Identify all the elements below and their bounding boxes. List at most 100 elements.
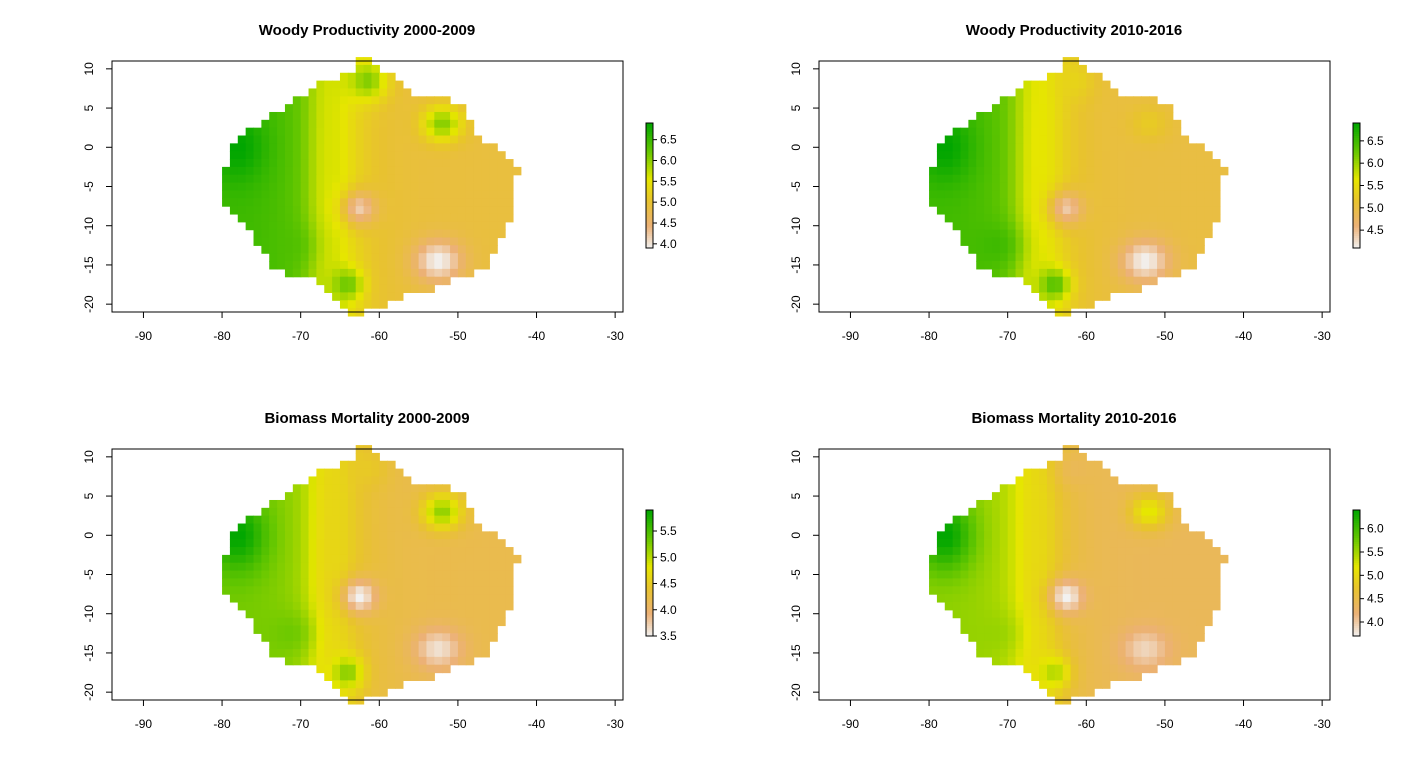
raster-cell [1188, 253, 1197, 262]
raster-cell [222, 562, 231, 572]
raster-cell [1046, 300, 1056, 309]
legend-swatch [646, 179, 653, 182]
raster-cell [300, 151, 310, 160]
legend-swatch [646, 539, 653, 542]
raster-cell [1031, 104, 1040, 113]
raster-cell [1031, 151, 1040, 160]
raster-cell [457, 523, 467, 532]
raster-cell [481, 539, 490, 548]
legend-swatch [1353, 610, 1360, 614]
raster-cell [1133, 159, 1142, 168]
raster-cell [481, 213, 490, 223]
raster-cell [1023, 261, 1032, 270]
raster-cell [1164, 206, 1174, 215]
raster-cell [269, 547, 278, 556]
legend-swatch [1353, 591, 1360, 595]
raster-cell [457, 499, 467, 509]
raster-cell [253, 539, 262, 548]
raster-cell [418, 609, 428, 619]
raster-cell [308, 221, 317, 231]
raster-cell [1094, 284, 1103, 293]
raster-cell [1172, 570, 1182, 580]
raster-cell [1015, 221, 1024, 231]
raster-cell [1031, 268, 1040, 278]
raster-cell [1078, 72, 1087, 82]
raster-cell [284, 656, 294, 666]
raster-cell [379, 633, 388, 642]
raster-cell [1141, 649, 1150, 658]
raster-cell [1070, 245, 1080, 254]
raster-cell [1204, 182, 1213, 192]
legend-swatch [1353, 145, 1360, 149]
raster-cell [418, 554, 428, 564]
raster-cell [371, 492, 380, 501]
raster-cell [960, 127, 969, 137]
raster-cell [1094, 539, 1103, 548]
raster-cell [968, 143, 977, 152]
raster-cell [1094, 111, 1103, 121]
raster-cell [292, 221, 302, 231]
raster-cell [1062, 523, 1072, 532]
raster-cell [1164, 570, 1174, 580]
raster-cell [300, 523, 310, 532]
raster-cell [1180, 190, 1190, 199]
raster-cell [1094, 182, 1103, 192]
raster-cell [473, 229, 483, 239]
raster-cell [379, 237, 388, 246]
raster-cell [1149, 276, 1158, 286]
raster-cell [1117, 237, 1127, 246]
raster-cell [1172, 143, 1182, 152]
raster-cell [347, 166, 357, 176]
raster-cell [277, 229, 286, 239]
raster-cell [253, 562, 262, 572]
raster-cell [1102, 515, 1111, 525]
raster-cell [457, 562, 467, 572]
raster-cell [450, 143, 459, 152]
raster-cell [465, 641, 475, 650]
raster-cell [1188, 633, 1197, 642]
raster-cell [1149, 499, 1158, 509]
raster-cell [261, 586, 270, 595]
raster-cell [379, 135, 388, 144]
raster-cell [245, 166, 255, 176]
raster-cell [229, 206, 239, 215]
raster-cell [316, 594, 325, 603]
raster-cell [1070, 507, 1080, 517]
raster-cell [968, 127, 977, 137]
raster-cell [308, 625, 317, 634]
raster-cell [1157, 237, 1166, 246]
legend-swatch [1353, 179, 1360, 182]
raster-cell [1039, 166, 1048, 176]
raster-cell [1133, 190, 1142, 199]
raster-cell [1062, 499, 1072, 509]
raster-cell [984, 119, 993, 129]
raster-cell [1046, 261, 1056, 270]
raster-cell [347, 119, 357, 129]
raster-cell [442, 601, 451, 611]
raster-cell [1070, 452, 1080, 462]
raster-cell [379, 476, 388, 485]
legend-swatch [646, 558, 653, 561]
raster-cell [1102, 641, 1111, 650]
raster-cell [324, 515, 333, 525]
raster-cell [379, 300, 388, 309]
raster-cell [308, 237, 317, 246]
legend-swatch [646, 125, 653, 128]
raster-cell [379, 88, 388, 97]
raster-cell [363, 664, 373, 674]
legend-swatch [646, 629, 653, 633]
legend-swatch [1353, 168, 1360, 172]
raster-cell [1054, 468, 1064, 478]
raster-cell [363, 96, 373, 105]
raster-cell [1015, 515, 1024, 525]
raster-cell [402, 229, 412, 239]
raster-cell [1125, 135, 1135, 144]
raster-cell [1046, 656, 1056, 666]
raster-cell [1133, 237, 1142, 246]
raster-cell [457, 547, 467, 556]
raster-cell [457, 104, 467, 113]
raster-cell [1023, 594, 1032, 603]
raster-cell [457, 159, 467, 168]
raster-cell [1164, 119, 1174, 129]
raster-cell [371, 476, 380, 485]
